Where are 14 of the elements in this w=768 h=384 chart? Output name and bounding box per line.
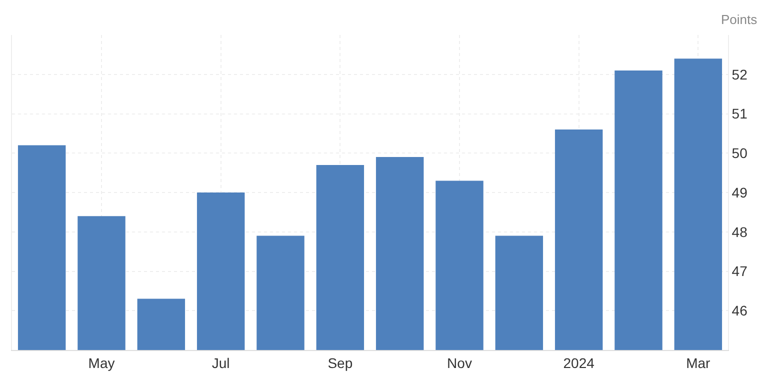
y-tick-label: 46	[732, 302, 748, 319]
x-tick-label: 2024	[563, 354, 595, 371]
y-tick-label: 48	[732, 224, 748, 240]
x-tick-label: Jul	[212, 354, 230, 371]
x-tick-label: Sep	[328, 354, 353, 371]
y-tick-label: 50	[732, 145, 748, 162]
y-axis-title: Points	[721, 12, 758, 27]
x-tick-label: Mar	[686, 354, 711, 371]
x-tick-label: May	[88, 354, 115, 371]
x-tick-label: Nov	[447, 354, 472, 371]
y-tick-label: 52	[732, 66, 748, 82]
y-tick-label: 51	[732, 106, 748, 122]
y-tick-label: 49	[732, 184, 748, 200]
y-tick-label: 47	[732, 263, 748, 280]
